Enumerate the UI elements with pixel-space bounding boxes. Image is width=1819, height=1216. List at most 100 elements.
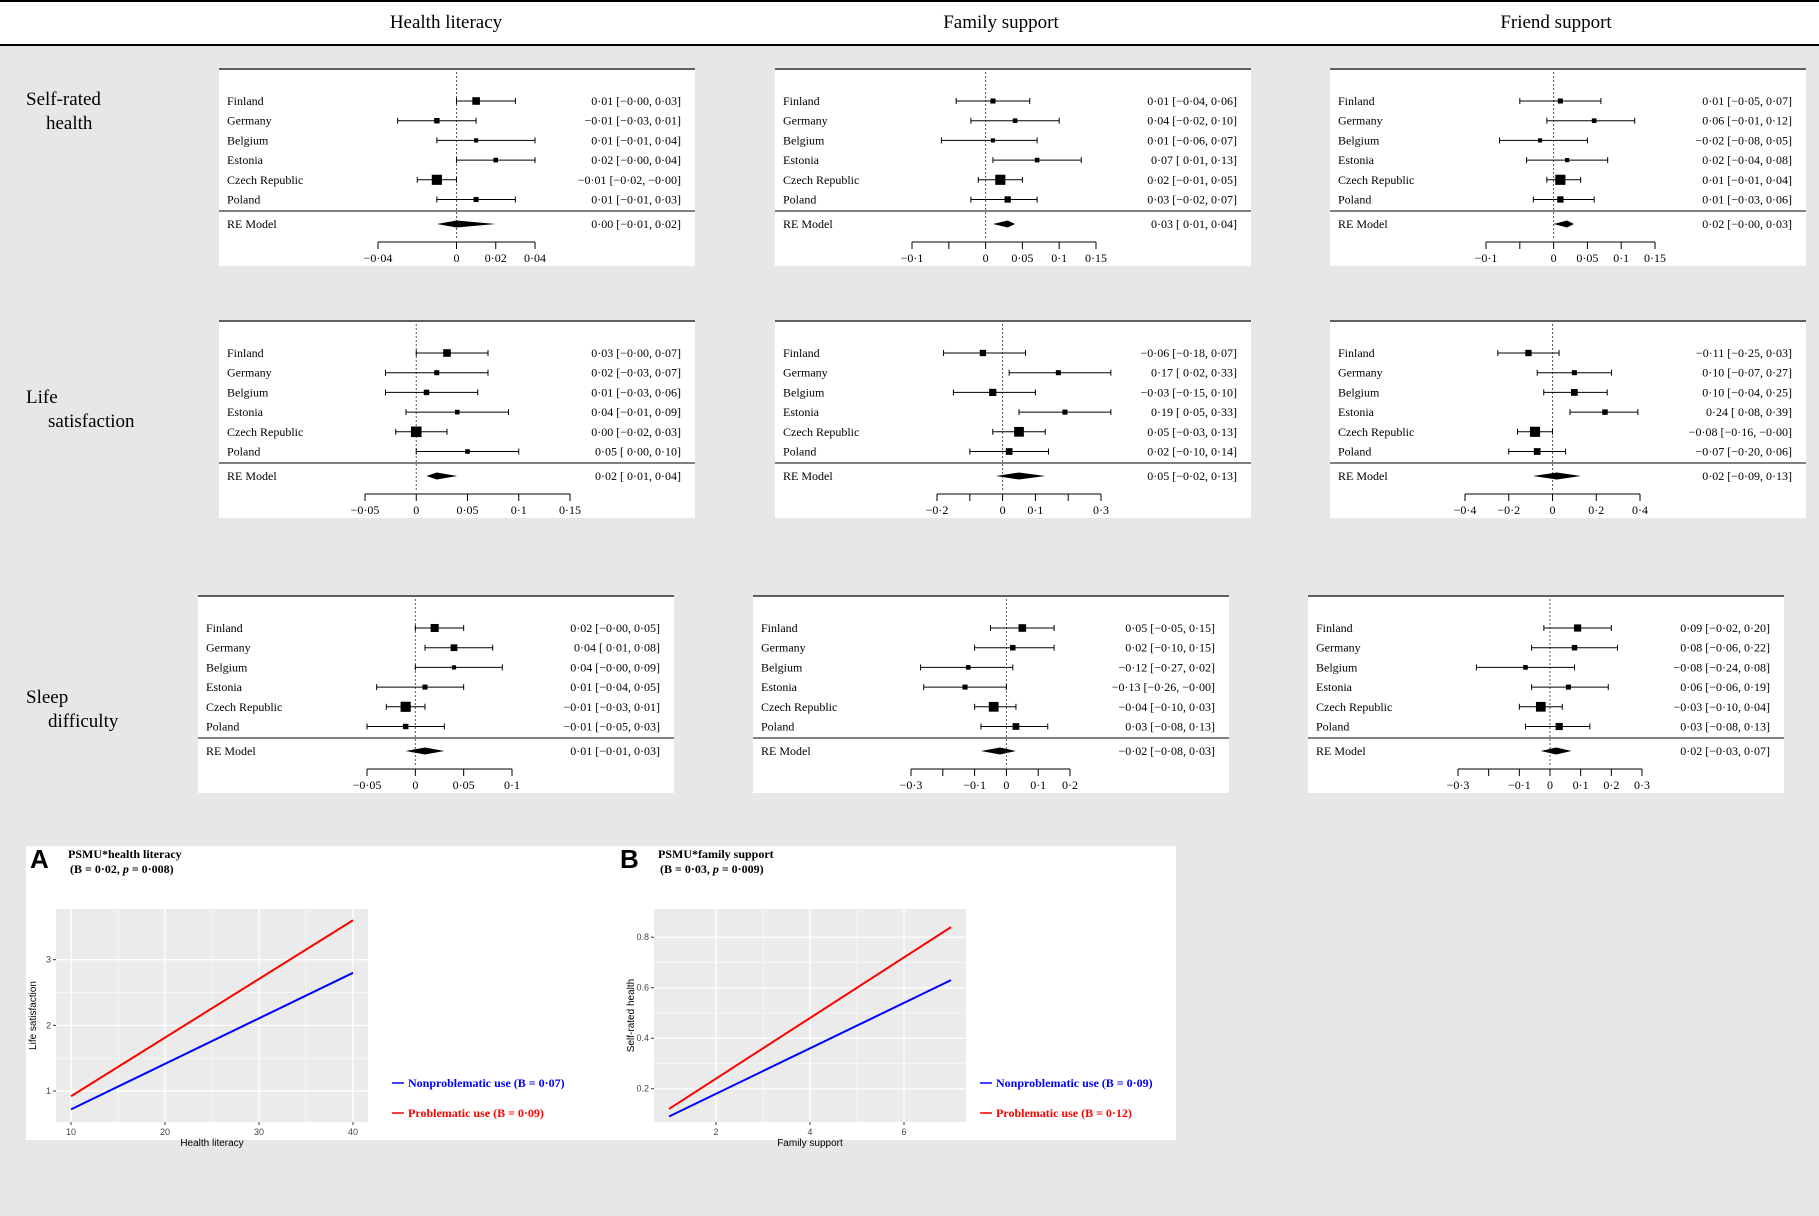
study-label: Belgium — [227, 385, 269, 399]
study-label: Germany — [783, 114, 828, 128]
estimate-label: 0·02 [−0·09, 0·13] — [1702, 469, 1792, 483]
point-estimate — [1555, 174, 1566, 185]
estimate-label: 0·02 [−0·00, 0·04] — [591, 153, 681, 167]
y-tick-label: 0.4 — [636, 1033, 649, 1043]
point-estimate — [451, 665, 457, 670]
estimate-label: −0·07 [−0·20, 0·06] — [1695, 445, 1792, 459]
point-estimate — [1014, 426, 1024, 437]
x-tick-label: −0·2 — [926, 503, 949, 517]
x-axis-title: Health literacy — [180, 1138, 243, 1149]
forest-plot: Finland 0·03 [−0·00, 0·07] Germany 0·02 [−0… — [219, 320, 695, 518]
row-header-line: Sleep — [26, 687, 69, 708]
row-header-line: difficulty — [48, 711, 119, 732]
study-label: Estonia — [783, 405, 820, 419]
estimate-label: 0·08 [−0·06, 0·22] — [1680, 641, 1770, 655]
study-label: Germany — [227, 114, 272, 128]
x-tick-label: 40 — [348, 1127, 358, 1137]
legend-label: Problematic use (B = 0·12) — [996, 1106, 1132, 1120]
estimate-label: 0·01 [−0·06, 0·07] — [1147, 133, 1237, 147]
re-model-diamond — [405, 747, 445, 755]
x-tick-label: 0 — [1003, 778, 1009, 792]
study-label: Belgium — [206, 660, 248, 674]
x-tick-label: 0·3 — [1634, 778, 1650, 792]
estimate-label: 0·04 [−0·02, 0·10] — [1147, 114, 1237, 128]
estimate-label: −0·01 [−0·05, 0·03] — [563, 720, 660, 734]
legend-label: Nonproblematic use (B = 0·07) — [408, 1076, 565, 1090]
point-estimate — [423, 389, 430, 396]
x-tick-label: 0·1 — [1030, 778, 1046, 792]
estimate-label: 0·01 [−0·01, 0·03] — [570, 744, 660, 758]
estimate-label: −0·02 [−0·08, 0·05] — [1695, 133, 1792, 147]
x-tick-label: 0 — [1000, 503, 1006, 517]
estimate-label: 0·24 [ 0·08, 0·39] — [1706, 405, 1792, 419]
plot-subtitle: (B = 0·03, p = 0·009) — [660, 862, 764, 876]
point-estimate — [1535, 701, 1546, 712]
study-label: Poland — [206, 720, 239, 734]
legend-label: Problematic use (B = 0·09) — [408, 1106, 544, 1120]
study-label: Estonia — [783, 153, 820, 167]
study-label: Germany — [206, 641, 251, 655]
x-tick-label: 0·1 — [1613, 251, 1629, 265]
study-label: Czech Republic — [783, 173, 859, 187]
estimate-label: 0·04 [−0·00, 0·09] — [570, 660, 660, 674]
point-estimate — [988, 701, 999, 712]
column-header-family-support: Family support — [943, 12, 1059, 33]
series-line — [668, 926, 952, 1110]
estimate-label: 0·19 [ 0·05, 0·33] — [1151, 405, 1237, 419]
row-header-line: satisfaction — [48, 411, 135, 432]
x-tick-label: 0·15 — [559, 503, 581, 517]
point-estimate — [1533, 448, 1541, 455]
study-label: Czech Republic — [761, 700, 837, 714]
forest-plot: Finland 0·01 [−0·05, 0·07] Germany 0·06 [−0… — [1330, 68, 1806, 266]
forest-plot: Finland 0·02 [−0·00, 0·05] Germany 0·04 [ 0… — [198, 595, 674, 793]
re-model-label: RE Model — [783, 217, 833, 231]
x-tick-label: 0·2 — [1603, 778, 1619, 792]
point-estimate — [1591, 118, 1597, 124]
estimate-label: 0·03 [−0·08, 0·13] — [1125, 720, 1215, 734]
estimate-label: 0·01 [−0·01, 0·04] — [1702, 173, 1792, 187]
estimate-label: −0·12 [−0·27, 0·02] — [1118, 660, 1215, 674]
study-label: Germany — [227, 366, 272, 380]
re-model-diamond — [980, 747, 1016, 755]
study-label: Czech Republic — [1338, 173, 1414, 187]
series-line — [70, 971, 354, 1111]
point-estimate — [430, 623, 439, 633]
estimate-label: −0·03 [−0·10, 0·04] — [1673, 700, 1770, 714]
estimate-label: 0·02 [−0·10, 0·14] — [1147, 445, 1237, 459]
study-label: Finland — [227, 346, 264, 360]
interaction-plot: B PSMU*family support(B = 0·03, p = 0·009… — [616, 844, 1176, 1149]
study-label: Poland — [783, 193, 816, 207]
estimate-label: 0·04 [ 0·01, 0·08] — [574, 641, 660, 655]
point-estimate — [443, 349, 451, 357]
point-estimate — [1555, 722, 1563, 731]
point-estimate — [962, 684, 968, 690]
plot-title: PSMU*health literacy — [68, 847, 182, 861]
study-label: Estonia — [1316, 680, 1353, 694]
study-label: Poland — [783, 445, 816, 459]
row-header-line: Life — [26, 387, 58, 408]
point-estimate — [1034, 157, 1040, 163]
estimate-label: 0·17 [ 0·02, 0·33] — [1151, 366, 1237, 380]
estimate-label: 0·05 [−0·03, 0·13] — [1147, 425, 1237, 439]
x-tick-label: 20 — [160, 1127, 170, 1137]
re-model-label: RE Model — [1338, 217, 1388, 231]
estimate-label: 0·01 [−0·01, 0·04] — [591, 133, 681, 147]
x-tick-label: 4 — [807, 1127, 812, 1137]
x-tick-label: 0·1 — [1027, 503, 1043, 517]
estimate-label: 0·02 [−0·10, 0·15] — [1125, 641, 1215, 655]
x-tick-label: 0·05 — [1576, 251, 1598, 265]
re-model-label: RE Model — [227, 217, 277, 231]
estimate-label: 0·02 [−0·03, 0·07] — [1680, 744, 1770, 758]
x-tick-label: −0·05 — [353, 778, 382, 792]
x-tick-label: −0·3 — [1447, 778, 1470, 792]
study-label: Poland — [1338, 445, 1371, 459]
point-estimate — [1571, 370, 1577, 376]
y-tick-label: 1 — [46, 1086, 51, 1096]
point-estimate — [472, 97, 480, 105]
point-estimate — [1005, 448, 1013, 455]
point-estimate — [1004, 196, 1011, 203]
estimate-label: 0·00 [−0·02, 0·03] — [591, 425, 681, 439]
forest-plot: Finland 0·05 [−0·05, 0·15] Germany 0·02 [−0… — [753, 595, 1229, 793]
re-model-diamond — [426, 472, 458, 480]
point-estimate — [431, 174, 442, 185]
